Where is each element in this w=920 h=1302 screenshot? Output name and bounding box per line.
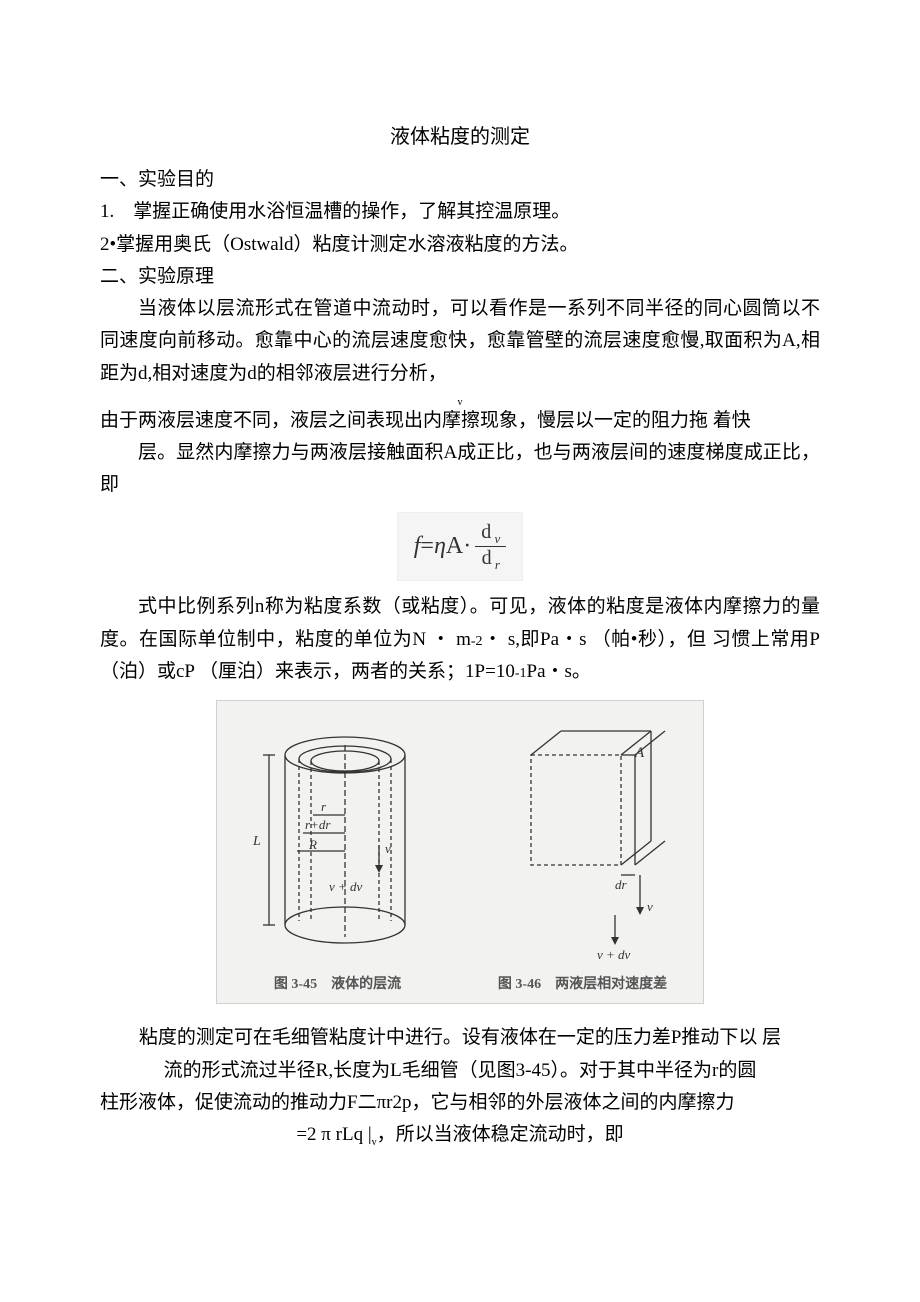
fig-r-dr: dr	[615, 877, 628, 892]
para1-sub-line: v	[100, 390, 820, 405]
document-page: 液体粘度的测定 一、实验目的 1. 掌握正确使用水浴恒温槽的操作，了解其控温原理…	[0, 0, 920, 1201]
frac-den-sub: r	[492, 557, 500, 572]
frac-den-d: d	[482, 547, 492, 569]
formula-equals: =	[420, 533, 434, 560]
figure-captions: 图 3-45 液体的层流 图 3-46 两液层相对速度差	[235, 973, 685, 993]
paragraph-1: 当液体以层流形式在管道中流动时，可以看作是一系列不同半径的同心圆筒以不同速度向前…	[100, 293, 820, 390]
section-heading-2: 二、实验原理	[100, 261, 820, 293]
fig-l-L: L	[252, 834, 261, 849]
fig-l-rdr: r+dr	[305, 817, 331, 832]
para4-part3: Pa・s。	[527, 661, 591, 682]
formula-eta: η	[434, 533, 446, 560]
formula-block: f = η A · d v d r	[100, 512, 820, 582]
paragraph-6: 流的形式流过半径R,长度为L毛细管（见图3-45）。对于其中半径为r的圆	[100, 1055, 820, 1087]
formula-lhs: f	[414, 533, 421, 560]
para1-text: 当液体以层流形式在管道中流动时，可以看作是一系列不同半径的同心圆筒以不同速度向前…	[100, 298, 820, 384]
figure-container: r r+dr R v v + dv L	[100, 700, 820, 1004]
paragraph-4: 式中比例系列n称为粘度系数（或粘度）。可见，液体的粘度是液体内摩擦力的量度。在国…	[100, 591, 820, 688]
paragraph-5: 粘度的测定可在毛细管粘度计中进行。设有液体在一定的压力差P推动下以 层	[100, 1022, 820, 1054]
formula-box: f = η A · d v d r	[397, 512, 524, 582]
paragraph-8: =2 π rLq |v，所以当液体稳定流动时，即	[100, 1119, 820, 1151]
formula-fraction: d v d r	[475, 521, 506, 573]
fig-l-vdv: v + dv	[329, 879, 363, 894]
figure-caption-right: 图 3-46 两液层相对速度差	[480, 973, 685, 993]
frac-num-sub: v	[491, 531, 500, 546]
formula-content: f = η A · d v d r	[414, 521, 507, 573]
formula-dot: ·	[463, 533, 471, 560]
para8-tail: ，所以当液体稳定流动时，即	[377, 1124, 624, 1145]
fig-r-v: v	[647, 899, 653, 914]
figure-caption-left: 图 3-45 液体的层流	[235, 973, 440, 993]
fig-l-r: r	[321, 799, 327, 814]
para4-sub2: -1	[515, 666, 527, 681]
formula-A: A	[446, 533, 463, 560]
figure-left-svg: r r+dr R v v + dv L	[235, 715, 445, 965]
fig-r-vdv: v + dv	[597, 947, 631, 962]
paragraph-3: 层。显然内摩擦力与两液层接触面积A成正比，也与两液层间的速度梯度成正比，即	[100, 437, 820, 502]
para8-frag: =2 π rLq |	[296, 1124, 371, 1145]
section-heading-1: 一、实验目的	[100, 164, 820, 196]
figure-svgs: r r+dr R v v + dv L	[235, 715, 685, 965]
paragraph-7: 柱形液体，促使流动的推动力F二πr2p，它与相邻的外层液体之间的内摩擦力	[100, 1087, 820, 1119]
para4-sub1: -2	[471, 634, 483, 649]
page-title: 液体粘度的测定	[100, 120, 820, 149]
fig-l-R: R	[308, 837, 317, 852]
frac-denominator: d r	[476, 547, 506, 572]
frac-numerator: d v	[475, 521, 506, 547]
objective-2: 2•掌握用奥氏（Ostwald）粘度计测定水溶液粘度的方法。	[100, 229, 820, 261]
frac-num-d: d	[481, 521, 491, 543]
objective-1: 1. 掌握正确使用水浴恒温槽的操作，了解其控温原理。	[100, 196, 820, 228]
fig-r-A: A	[634, 745, 645, 761]
figure-right-svg: A dr v v + dv	[485, 715, 685, 965]
paragraph-2: 由于两液层速度不同，液层之间表现出内摩擦现象，慢层以一定的阻力拖 着快	[100, 405, 820, 437]
figure-box: r r+dr R v v + dv L	[216, 700, 704, 1004]
fig-l-v: v	[385, 841, 391, 856]
